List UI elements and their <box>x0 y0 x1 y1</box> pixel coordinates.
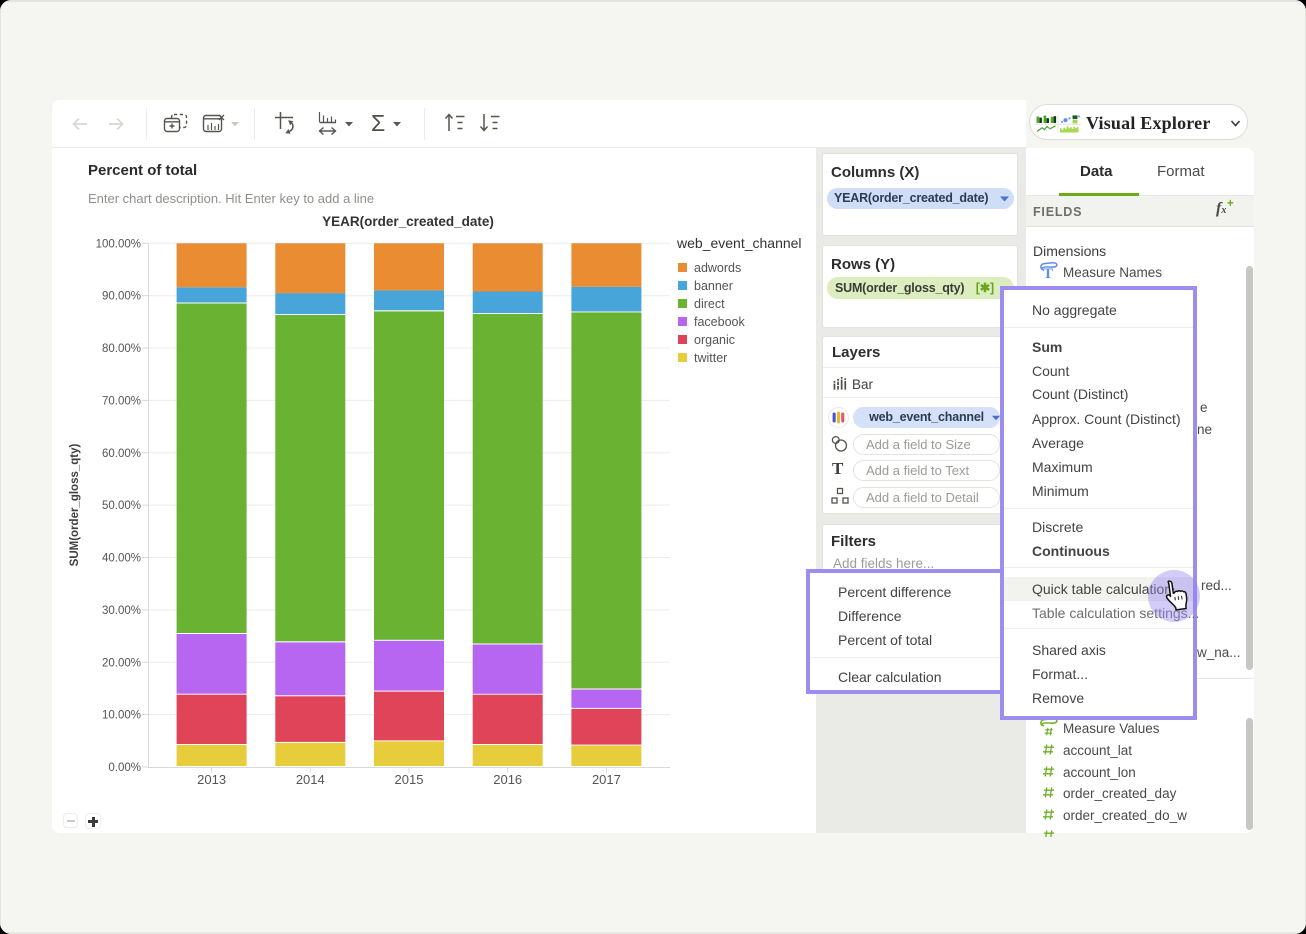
svg-text:30.00%: 30.00% <box>102 605 141 617</box>
svg-text:banner: banner <box>694 279 733 293</box>
svg-text:direct: direct <box>694 297 725 311</box>
svg-text:2014: 2014 <box>296 772 325 787</box>
svg-text:70.00%: 70.00% <box>102 395 141 407</box>
svg-text:adwords: adwords <box>694 261 741 275</box>
svg-text:60.00%: 60.00% <box>102 448 141 460</box>
svg-text:90.00%: 90.00% <box>102 291 141 303</box>
svg-text:50.00%: 50.00% <box>102 500 141 512</box>
svg-text:2013: 2013 <box>197 772 226 787</box>
svg-text:0.00%: 0.00% <box>108 762 141 774</box>
svg-text:2017: 2017 <box>592 772 621 787</box>
svg-text:100.00%: 100.00% <box>96 238 141 250</box>
svg-text:SUM(order_gloss_qty): SUM(order_gloss_qty) <box>69 443 81 566</box>
svg-text:80.00%: 80.00% <box>102 343 141 355</box>
svg-text:facebook: facebook <box>694 315 745 329</box>
svg-text:twitter: twitter <box>694 351 727 365</box>
svg-text:10.00%: 10.00% <box>102 710 141 722</box>
svg-text:2016: 2016 <box>493 772 522 787</box>
svg-text:40.00%: 40.00% <box>102 553 141 565</box>
svg-text:YEAR(order_created_date): YEAR(order_created_date) <box>322 214 494 229</box>
svg-text:web_event_channel: web_event_channel <box>676 235 802 251</box>
svg-text:2015: 2015 <box>395 772 424 787</box>
svg-text:organic: organic <box>694 333 735 347</box>
svg-text:20.00%: 20.00% <box>102 657 141 669</box>
